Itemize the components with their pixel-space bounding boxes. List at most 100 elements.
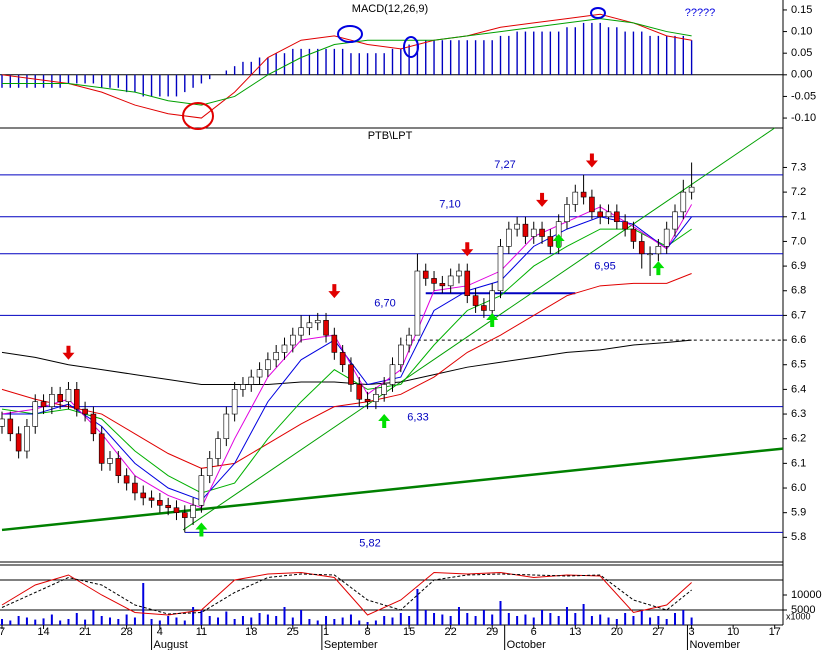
price-level-label: 7,27 bbox=[494, 159, 515, 171]
candle-body bbox=[381, 384, 387, 395]
x-tick-label: 17 bbox=[769, 626, 781, 638]
candle-body bbox=[223, 413, 230, 440]
candle-body bbox=[24, 426, 30, 452]
y-tick-label: 7.1 bbox=[791, 211, 806, 223]
candle-body bbox=[622, 221, 628, 230]
candle-body bbox=[489, 290, 496, 311]
candle-body bbox=[173, 507, 180, 513]
x-tick-label: 7 bbox=[0, 626, 5, 638]
candle-body bbox=[148, 497, 155, 501]
candle-body bbox=[331, 334, 338, 353]
candle-body bbox=[389, 364, 396, 385]
candle-body bbox=[680, 191, 687, 213]
y-tick-label: 10000 bbox=[791, 589, 822, 601]
y-tick-label: -0.05 bbox=[791, 90, 816, 102]
x-tick-label: 15 bbox=[403, 626, 415, 638]
candle-body bbox=[107, 458, 113, 464]
trendline bbox=[1, 447, 784, 532]
x-tick-label: 8 bbox=[365, 626, 371, 638]
sell-signal-arrow bbox=[62, 345, 75, 360]
candle-body bbox=[323, 320, 329, 336]
x-tick-label: 4 bbox=[157, 626, 163, 638]
y-tick-label: 6.1 bbox=[791, 457, 806, 469]
candle-body bbox=[688, 186, 695, 193]
y-tick-label: 7.0 bbox=[791, 235, 806, 247]
month-label: October bbox=[507, 639, 546, 650]
candle-body bbox=[140, 492, 147, 499]
candle-body bbox=[82, 408, 88, 415]
candle-body bbox=[589, 196, 595, 213]
candle-body bbox=[506, 228, 512, 247]
y-tick-label: 6.3 bbox=[791, 408, 806, 420]
candle-body bbox=[198, 475, 205, 506]
candle-body bbox=[289, 334, 296, 346]
candle-body bbox=[65, 389, 72, 403]
x-tick-label: 22 bbox=[445, 626, 457, 638]
highlight-circle bbox=[182, 102, 214, 130]
candle-body bbox=[40, 401, 47, 407]
x-tick-label: 18 bbox=[245, 626, 257, 638]
candle-body bbox=[580, 191, 587, 198]
candle-body bbox=[547, 236, 554, 247]
data-layer: 5.8 5.9 6.0 6.1 6.2 6.3 6.4 6.5 6.6 6.7 6.8 6.9 7.0 7… bbox=[0, 4, 822, 651]
candle-body bbox=[0, 418, 5, 427]
candle-body bbox=[215, 438, 221, 459]
candle-body bbox=[157, 500, 163, 506]
x-tick-label: 28 bbox=[121, 626, 133, 638]
candle-body bbox=[15, 433, 22, 452]
buy-signal-arrow bbox=[195, 522, 208, 537]
macd-note: ????? bbox=[685, 7, 716, 19]
price-level-label: 5,82 bbox=[359, 537, 380, 549]
candle-body bbox=[614, 211, 620, 223]
candle-body bbox=[572, 191, 579, 205]
month-label: September bbox=[324, 639, 378, 650]
x-tick-label: 11 bbox=[196, 626, 207, 638]
candle-body bbox=[672, 211, 678, 230]
candle-body bbox=[564, 204, 570, 223]
buy-signal-arrow bbox=[378, 414, 391, 429]
x-tick-label: 14 bbox=[37, 626, 49, 638]
candle-body bbox=[132, 482, 138, 494]
y-tick-label: 0.15 bbox=[791, 4, 812, 16]
candle-body bbox=[356, 384, 363, 400]
candle-body bbox=[348, 364, 354, 385]
candle-body bbox=[655, 246, 662, 255]
candle-body bbox=[364, 398, 371, 403]
x-tick-label: 20 bbox=[611, 626, 623, 638]
y-tick-label: 5.9 bbox=[791, 507, 806, 519]
candle-body bbox=[422, 270, 429, 279]
x-tick-label: 3 bbox=[689, 626, 695, 638]
x-tick-label: 25 bbox=[287, 626, 299, 638]
highlight-circle bbox=[590, 7, 606, 19]
candle-body bbox=[647, 253, 653, 256]
y-tick-label: 6.6 bbox=[791, 334, 806, 346]
y-tick-label: 7.2 bbox=[791, 186, 806, 198]
candle-body bbox=[32, 401, 39, 427]
macd-line bbox=[1, 13, 692, 119]
sell-signal-arrow bbox=[328, 284, 341, 299]
price-level-label: 6,33 bbox=[407, 412, 428, 424]
candle-body bbox=[231, 389, 238, 415]
candle-body bbox=[464, 270, 471, 296]
candle-body bbox=[447, 275, 454, 287]
month-label: November bbox=[689, 639, 740, 650]
candle-body bbox=[406, 334, 412, 346]
y-tick-label: 6.7 bbox=[791, 309, 806, 321]
candle-body bbox=[256, 369, 263, 378]
candle-body bbox=[206, 458, 213, 476]
candle-body bbox=[456, 270, 462, 277]
buy-signal-arrow bbox=[486, 312, 499, 327]
annotation-layer: MACD(12,26,9) ????? PTB\LPT x1000 bbox=[182, 3, 811, 621]
y-tick-label: 0.10 bbox=[791, 25, 812, 37]
candle-body bbox=[663, 228, 670, 247]
moving-average bbox=[1, 273, 692, 469]
x-tick-label: 21 bbox=[79, 626, 91, 638]
y-tick-label: 7.3 bbox=[791, 161, 806, 173]
candle-body bbox=[248, 376, 255, 385]
sell-signal-arrow bbox=[585, 153, 598, 168]
candle-body bbox=[497, 246, 504, 292]
month-label: August bbox=[154, 639, 188, 650]
candle-body bbox=[181, 512, 188, 518]
candle-body bbox=[472, 295, 479, 306]
